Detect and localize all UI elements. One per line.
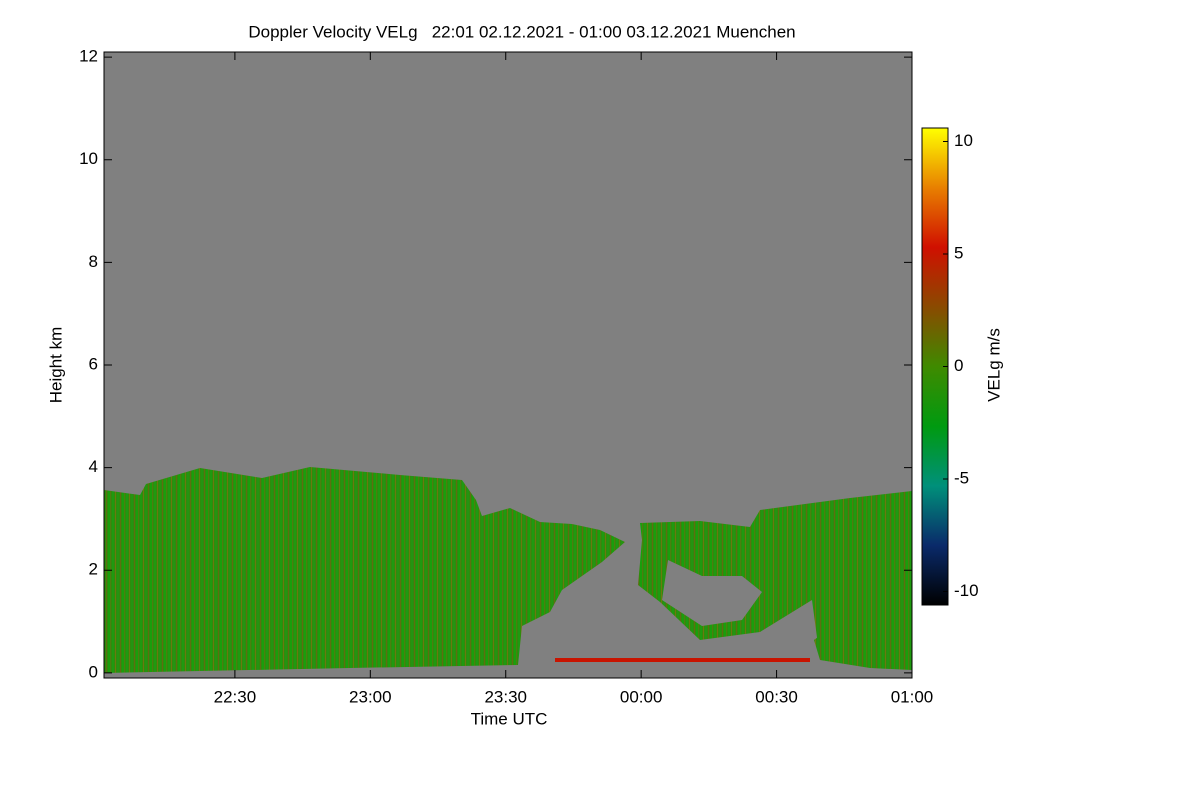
x-tick-label: 01:00 [891, 687, 934, 706]
y-tick-label: 10 [79, 149, 98, 168]
y-tick-label: 6 [89, 354, 98, 373]
echo-gap [662, 560, 762, 626]
colorbar-tick-label: 5 [954, 243, 963, 262]
x-tick-label: 00:30 [755, 687, 798, 706]
colorbar-tick-label: 0 [954, 356, 963, 375]
colorbar-tick-label: -10 [954, 581, 979, 600]
y-tick-label: 0 [89, 662, 98, 681]
y-tick-label: 4 [89, 457, 98, 476]
x-tick-label: 22:30 [214, 687, 257, 706]
x-tick-label: 23:00 [349, 687, 392, 706]
y-tick-label: 2 [89, 560, 98, 579]
x-tick-label: 23:30 [484, 687, 527, 706]
surface-echo [555, 658, 810, 662]
y-tick-label: 8 [89, 252, 98, 271]
colorbar-label: VELg m/s [984, 328, 1003, 402]
colorbar-tick-label: -5 [954, 468, 969, 487]
x-tick-label: 00:00 [620, 687, 663, 706]
echo-region [104, 467, 625, 673]
y-axis-label: Height km [46, 327, 65, 404]
x-axis-label: Time UTC [471, 709, 548, 728]
plot-area [103, 51, 913, 679]
y-tick-label: 12 [79, 47, 98, 66]
chart-title: Doppler Velocity VELg 22:01 02.12.2021 -… [248, 22, 795, 41]
colorbar-tick-label: 10 [954, 131, 973, 150]
